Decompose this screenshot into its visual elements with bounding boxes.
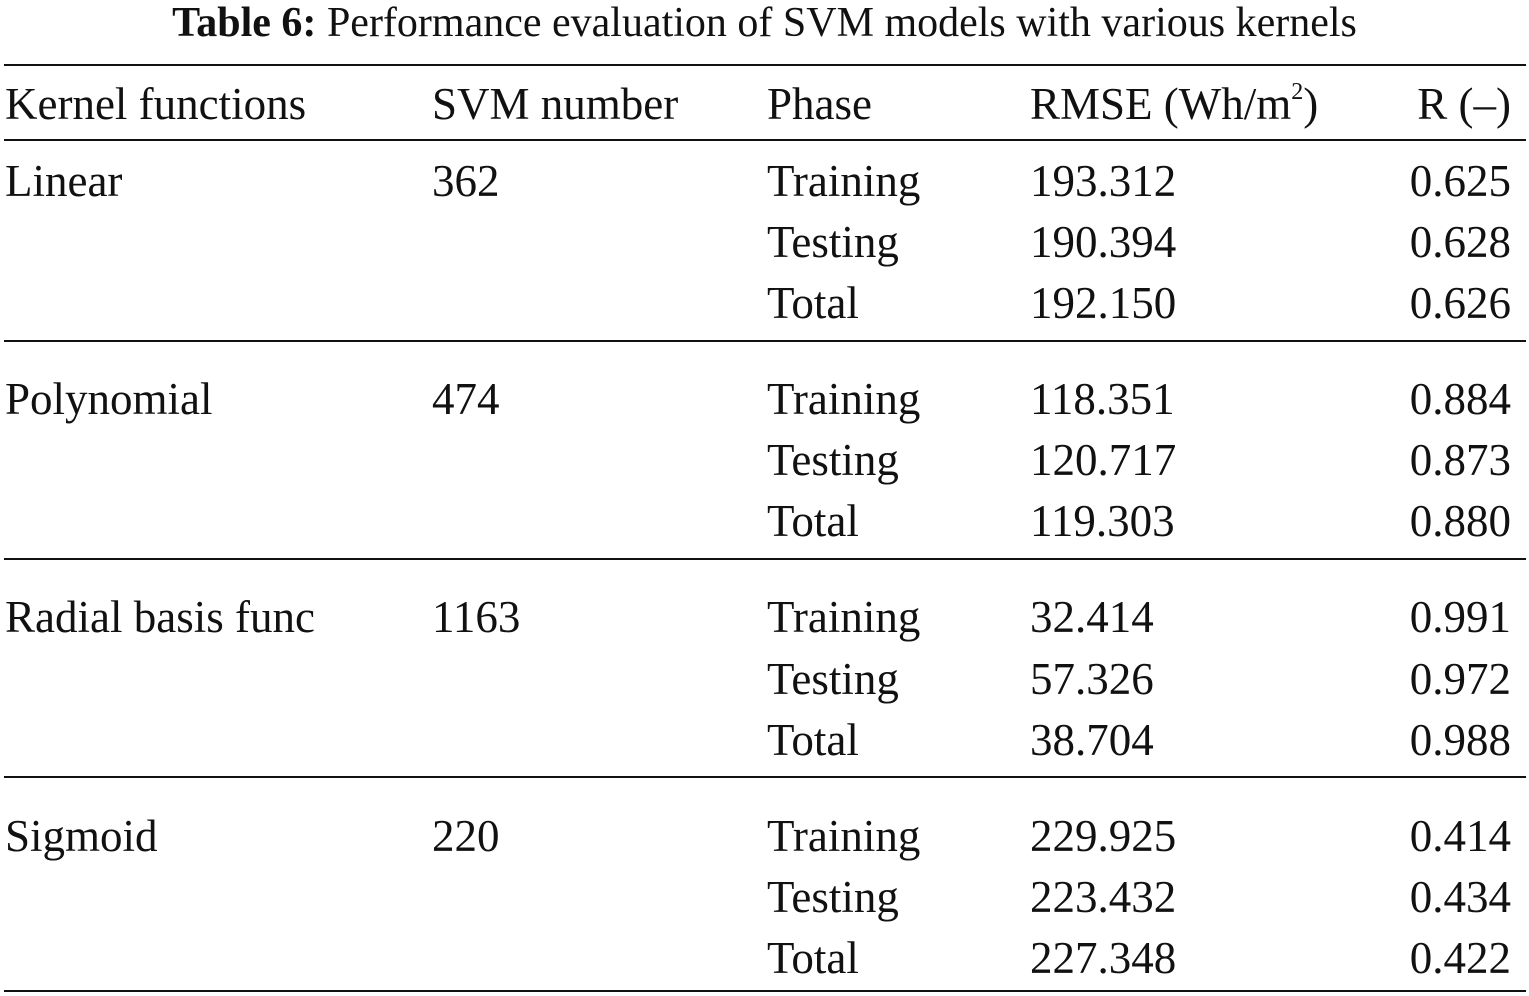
- r-cell: 0.434: [1409, 872, 1511, 922]
- r-cell: 0.414: [1409, 811, 1511, 861]
- r-cell: 0.628: [1409, 217, 1511, 267]
- phase-cell: Total: [767, 496, 859, 546]
- rmse-cell: 32.414: [1030, 592, 1154, 642]
- group-divider: [4, 558, 1526, 560]
- header-kernel: Kernel functions: [5, 79, 307, 129]
- table-caption: Table 6: Performance evaluation of SVM m…: [0, 0, 1529, 50]
- r-cell: 0.972: [1409, 654, 1511, 704]
- caption-label: Table 6:: [172, 0, 317, 46]
- phase-cell: Training: [767, 811, 921, 861]
- rmse-cell: 190.394: [1030, 217, 1177, 267]
- r-cell: 0.880: [1409, 496, 1511, 546]
- phase-cell: Total: [767, 715, 859, 765]
- r-cell: 0.422: [1409, 933, 1511, 983]
- r-cell: 0.625: [1409, 156, 1511, 206]
- r-cell: 0.626: [1409, 278, 1511, 328]
- kernel-name: Polynomial: [5, 374, 213, 424]
- kernel-name: Sigmoid: [5, 811, 158, 861]
- bottom-rule: [4, 990, 1526, 992]
- phase-cell: Testing: [767, 872, 899, 922]
- r-cell: 0.873: [1409, 435, 1511, 485]
- header-rmse-text: RMSE (Wh/m: [1030, 79, 1292, 129]
- svm-number: 474: [432, 374, 500, 424]
- r-cell: 0.991: [1409, 592, 1511, 642]
- svm-number: 362: [432, 156, 500, 206]
- group-divider: [4, 340, 1526, 342]
- header-rmse: RMSE (Wh/m2): [1030, 79, 1318, 129]
- header-phase: Phase: [767, 79, 872, 129]
- top-rule: [4, 64, 1526, 66]
- phase-cell: Total: [767, 933, 859, 983]
- rmse-cell: 193.312: [1030, 156, 1177, 206]
- rmse-cell: 229.925: [1030, 811, 1177, 861]
- phase-cell: Testing: [767, 654, 899, 704]
- rmse-cell: 119.303: [1030, 496, 1175, 546]
- rmse-cell: 192.150: [1030, 278, 1177, 328]
- phase-cell: Total: [767, 278, 859, 328]
- r-cell: 0.988: [1409, 715, 1511, 765]
- rmse-cell: 38.704: [1030, 715, 1154, 765]
- kernel-name: Radial basis func: [5, 592, 315, 642]
- rmse-cell: 227.348: [1030, 933, 1177, 983]
- rmse-cell: 223.432: [1030, 872, 1177, 922]
- rmse-cell: 57.326: [1030, 654, 1154, 704]
- header-r: R (–): [1417, 79, 1511, 129]
- header-rule: [4, 139, 1526, 141]
- group-divider: [4, 776, 1526, 778]
- svm-number: 1163: [432, 592, 521, 642]
- header-svm-number: SVM number: [432, 79, 679, 129]
- header-rmse-close: ): [1303, 79, 1319, 129]
- caption-text: Performance evaluation of SVM models wit…: [326, 0, 1357, 46]
- rmse-cell: 120.717: [1030, 435, 1177, 485]
- phase-cell: Testing: [767, 217, 899, 267]
- phase-cell: Training: [767, 374, 921, 424]
- header-rmse-exponent: 2: [1291, 79, 1304, 105]
- svm-number: 220: [432, 811, 500, 861]
- phase-cell: Testing: [767, 435, 899, 485]
- rmse-cell: 118.351: [1030, 374, 1175, 424]
- kernel-name: Linear: [5, 156, 123, 206]
- phase-cell: Training: [767, 592, 921, 642]
- phase-cell: Training: [767, 156, 921, 206]
- r-cell: 0.884: [1409, 374, 1511, 424]
